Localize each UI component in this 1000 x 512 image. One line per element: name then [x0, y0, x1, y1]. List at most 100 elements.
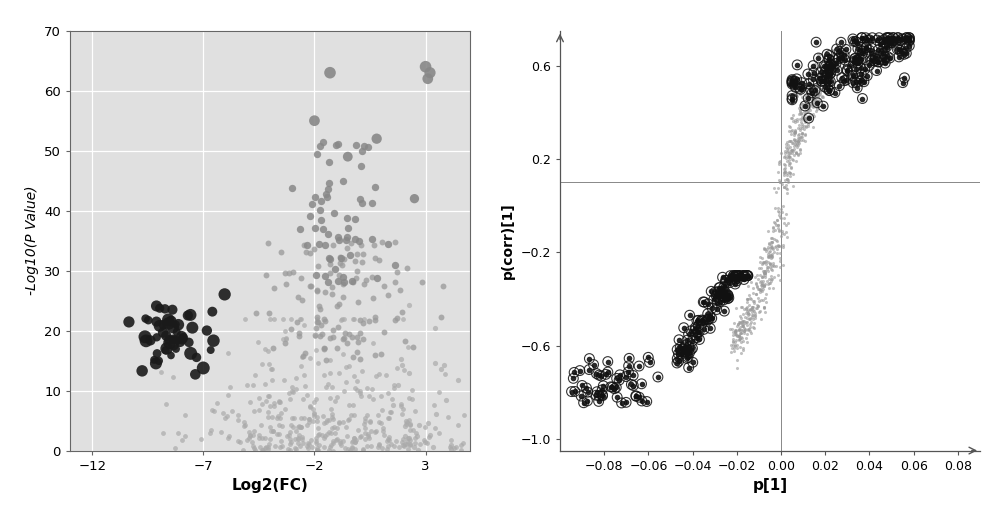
Point	[881, 37, 897, 46]
Point	[810, 93, 826, 101]
Point	[786, 135, 802, 143]
Point	[331, 419, 347, 428]
Point	[747, 273, 763, 281]
Point	[215, 409, 231, 417]
Point	[340, 153, 356, 161]
Point	[734, 320, 750, 328]
Point	[838, 76, 854, 84]
Point	[298, 248, 314, 257]
Point	[766, 248, 782, 256]
Point	[293, 273, 309, 282]
Point	[760, 253, 776, 261]
Point	[402, 421, 418, 429]
Point	[760, 250, 776, 258]
Point	[805, 61, 821, 70]
Point	[625, 381, 641, 390]
Point	[134, 367, 150, 375]
Point	[591, 392, 607, 400]
Point	[776, 230, 792, 238]
Point	[618, 398, 634, 407]
Point	[730, 332, 746, 340]
Point	[845, 72, 861, 80]
Point	[281, 431, 297, 439]
Point	[339, 339, 355, 347]
Point	[800, 120, 816, 128]
Point	[752, 286, 768, 294]
Point	[804, 96, 820, 104]
Point	[876, 56, 892, 64]
Point	[574, 381, 590, 390]
Point	[804, 91, 820, 99]
Point	[762, 263, 778, 271]
Point	[811, 80, 827, 88]
Point	[287, 434, 303, 442]
Point	[433, 365, 449, 373]
Point	[316, 315, 332, 323]
Point	[792, 149, 808, 157]
Point	[399, 264, 415, 272]
Point	[331, 369, 347, 377]
Point	[731, 332, 747, 340]
Point	[778, 143, 794, 151]
Point	[756, 269, 772, 277]
Point	[872, 40, 888, 48]
Point	[349, 333, 365, 342]
Point	[736, 327, 752, 335]
Point	[814, 76, 830, 84]
Point	[812, 74, 828, 82]
Point	[786, 129, 802, 137]
Y-axis label: p(corr)[1]: p(corr)[1]	[501, 202, 515, 279]
Point	[831, 81, 847, 90]
Point	[806, 88, 822, 96]
Point	[671, 357, 687, 366]
Point	[591, 371, 607, 379]
Point	[800, 94, 816, 102]
Point	[329, 302, 345, 310]
Point	[203, 346, 219, 354]
Point	[856, 78, 872, 86]
Point	[328, 436, 344, 444]
Point	[852, 77, 868, 86]
Point	[829, 66, 845, 74]
Point	[734, 334, 750, 342]
Point	[236, 417, 252, 425]
Point	[589, 388, 605, 396]
Point	[732, 312, 748, 320]
Point	[794, 130, 810, 138]
Point	[794, 83, 810, 91]
Point	[784, 149, 800, 157]
Point	[390, 381, 406, 389]
Point	[742, 314, 758, 323]
Point	[823, 57, 839, 65]
Point	[787, 125, 803, 134]
Point	[784, 92, 800, 100]
Point	[778, 210, 794, 219]
Point	[765, 259, 781, 267]
Point	[892, 47, 908, 55]
Point	[867, 54, 883, 62]
Point	[781, 137, 797, 145]
Point	[364, 272, 380, 281]
Point	[745, 306, 761, 314]
Point	[704, 314, 720, 323]
Point	[740, 294, 756, 303]
Point	[600, 357, 616, 366]
Point	[369, 135, 385, 143]
Point	[380, 291, 396, 299]
Point	[783, 114, 799, 122]
Point	[338, 423, 354, 431]
Point	[251, 394, 267, 402]
Point	[766, 218, 782, 226]
Point	[420, 75, 436, 83]
Point	[589, 388, 605, 396]
Point	[761, 240, 777, 248]
Point	[819, 50, 835, 58]
Point	[805, 93, 821, 101]
Point	[348, 273, 364, 282]
Point	[763, 251, 779, 259]
Point	[395, 406, 411, 414]
Point	[265, 427, 281, 435]
Point	[779, 175, 795, 183]
Point	[875, 56, 891, 64]
Point	[782, 137, 798, 145]
